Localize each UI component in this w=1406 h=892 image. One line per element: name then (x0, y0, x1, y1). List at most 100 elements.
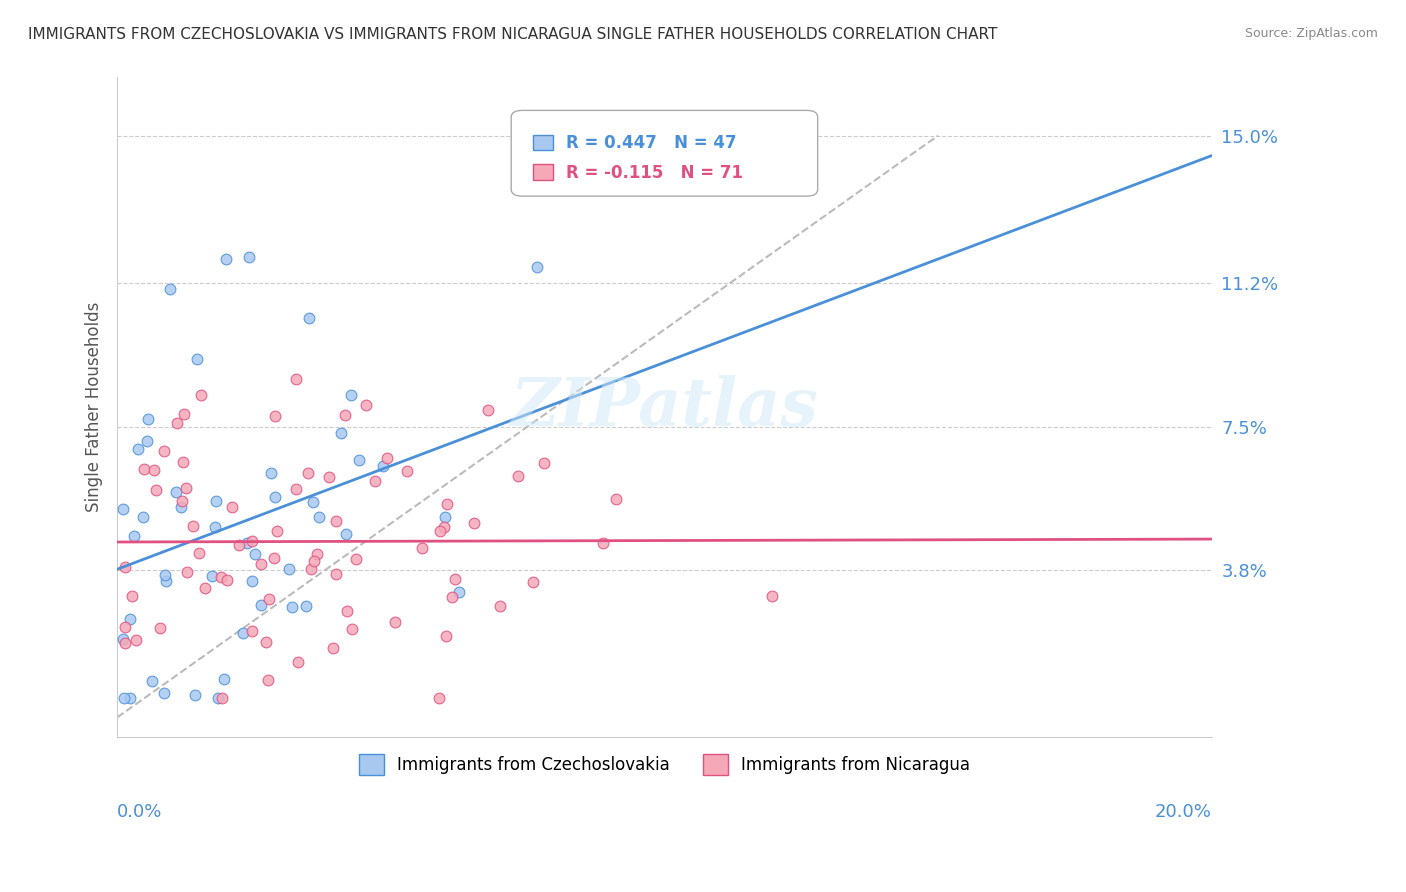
Point (134, 462, 156, 476)
Point (204, 520, 226, 534)
Text: IMMIGRANTS FROM CZECHOSLOVAKIA VS IMMIGRANTS FROM NICARAGUA SINGLE FATHER HOUSEH: IMMIGRANTS FROM CZECHOSLOVAKIA VS IMMIGR… (28, 27, 997, 42)
Point (215, 252, 238, 266)
Point (125, 632, 148, 647)
Point (112, 691, 135, 706)
Point (411, 541, 433, 555)
Point (526, 260, 548, 275)
Point (436, 497, 458, 511)
Text: Source: ZipAtlas.com: Source: ZipAtlas.com (1244, 27, 1378, 40)
Point (204, 494, 226, 508)
Point (240, 574, 263, 588)
Point (433, 509, 456, 524)
Point (301, 495, 323, 509)
Point (190, 388, 212, 402)
Point (118, 691, 141, 706)
Point (121, 589, 143, 603)
Point (433, 520, 456, 534)
Text: 20.0%: 20.0% (1154, 803, 1212, 821)
Text: R = 0.447   N = 47: R = 0.447 N = 47 (567, 135, 737, 153)
Point (114, 560, 136, 574)
Point (184, 689, 207, 703)
Point (330, 425, 353, 440)
Text: R = -0.115   N = 71: R = -0.115 N = 71 (567, 164, 742, 182)
Point (172, 455, 194, 469)
Point (153, 444, 176, 458)
Point (259, 592, 281, 607)
Point (592, 535, 614, 549)
Point (181, 519, 204, 533)
Point (605, 491, 627, 506)
Point (153, 686, 176, 700)
Point (277, 562, 299, 576)
Point (429, 524, 451, 538)
Point (266, 524, 288, 538)
Point (522, 574, 544, 589)
Point (264, 409, 287, 423)
Point (243, 547, 266, 561)
Point (335, 527, 357, 541)
Point (187, 545, 209, 559)
Point (145, 483, 167, 497)
Point (440, 590, 463, 604)
Point (153, 568, 176, 582)
Point (143, 463, 166, 477)
Point (333, 408, 356, 422)
Point (136, 411, 159, 425)
Point (131, 509, 153, 524)
Point (340, 387, 363, 401)
Point (533, 456, 555, 470)
Point (114, 636, 136, 650)
Point (308, 509, 330, 524)
Point (336, 604, 359, 618)
Point (111, 632, 134, 646)
Point (122, 529, 145, 543)
Point (240, 533, 263, 548)
Point (250, 598, 273, 612)
Point (166, 416, 188, 430)
Point (170, 500, 193, 514)
Point (264, 490, 287, 504)
Point (236, 536, 259, 550)
Point (194, 581, 217, 595)
Point (173, 407, 195, 421)
Point (325, 566, 347, 581)
Text: 0.0%: 0.0% (117, 803, 163, 821)
Point (149, 621, 172, 635)
Point (186, 351, 208, 366)
Point (347, 453, 370, 467)
Point (371, 458, 394, 473)
FancyBboxPatch shape (512, 111, 818, 196)
Point (141, 674, 163, 689)
Point (207, 691, 229, 706)
Point (284, 371, 307, 385)
Point (155, 574, 177, 588)
Point (228, 538, 250, 552)
Point (176, 565, 198, 579)
Point (297, 466, 319, 480)
Point (159, 282, 181, 296)
Point (302, 554, 325, 568)
Point (436, 628, 458, 642)
Point (281, 599, 304, 614)
Point (443, 573, 465, 587)
Point (166, 485, 188, 500)
Point (232, 625, 254, 640)
Point (263, 551, 285, 566)
Point (174, 481, 197, 495)
Point (477, 403, 499, 417)
Point (298, 310, 321, 325)
Point (242, 624, 264, 638)
Point (318, 470, 340, 484)
Point (211, 691, 233, 706)
Y-axis label: Single Father Households: Single Father Households (86, 301, 103, 512)
Point (325, 514, 347, 528)
Point (111, 502, 134, 516)
Point (340, 623, 363, 637)
Point (299, 562, 322, 576)
Point (364, 474, 387, 488)
Point (396, 464, 419, 478)
FancyBboxPatch shape (533, 135, 553, 150)
Point (217, 573, 239, 587)
Point (114, 620, 136, 634)
Point (212, 672, 235, 686)
